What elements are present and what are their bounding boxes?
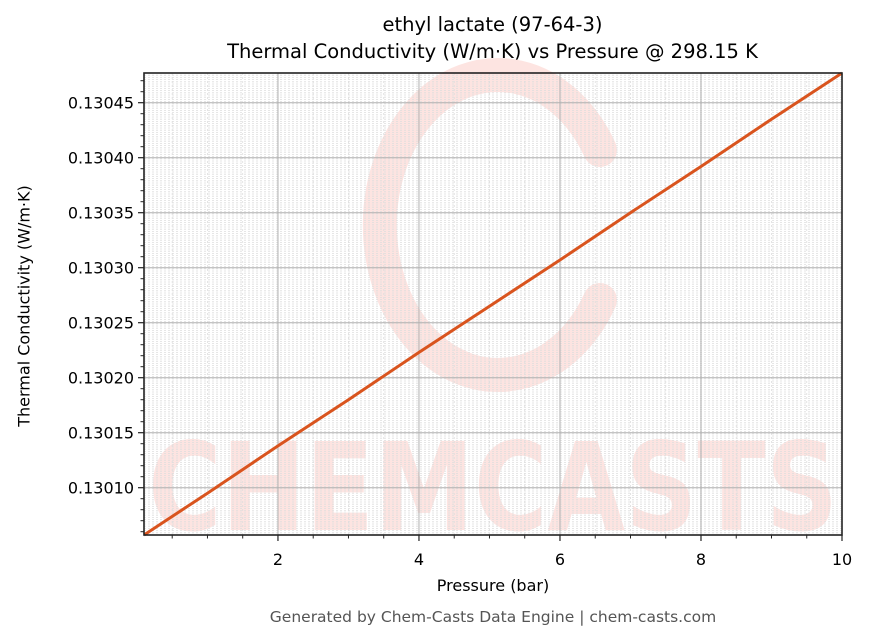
y-tick-label: 0.13020 [68,369,134,388]
x-tick-label: 2 [273,550,283,569]
y-tick-label: 0.13040 [68,149,134,168]
x-axis-ticks: 2 4 6 8 10 [171,535,852,569]
y-axis-label: Thermal Conductivity (W/m·K) [14,185,34,427]
chart-title: ethyl lactate (97-64-3) [382,13,603,36]
x-tick-label: 10 [832,550,852,569]
y-tick-label: 0.13030 [68,259,134,278]
y-tick-label: 0.13045 [68,94,134,113]
x-tick-label: 4 [414,550,424,569]
major-grid [144,73,843,535]
y-tick-label: 0.13025 [68,314,134,333]
x-tick-label: 6 [555,550,565,569]
y-tick-label: 0.13035 [68,204,134,223]
footer-credit: Generated by Chem-Casts Data Engine | ch… [269,608,717,626]
y-tick-label: 0.13010 [68,479,134,498]
y-axis-ticks: 0.13010 0.13015 0.13020 0.13025 0.13030 0.130… [68,80,144,533]
plot-frame [143,72,843,536]
x-tick-label: 8 [696,550,706,569]
chart-subtitle: Thermal Conductivity (W/m·K) vs Pressure… [227,40,758,63]
data-series [143,71,843,537]
x-axis-label: Pressure (bar) [436,576,550,595]
y-tick-label: 0.13015 [68,424,134,443]
series-line [143,71,843,537]
